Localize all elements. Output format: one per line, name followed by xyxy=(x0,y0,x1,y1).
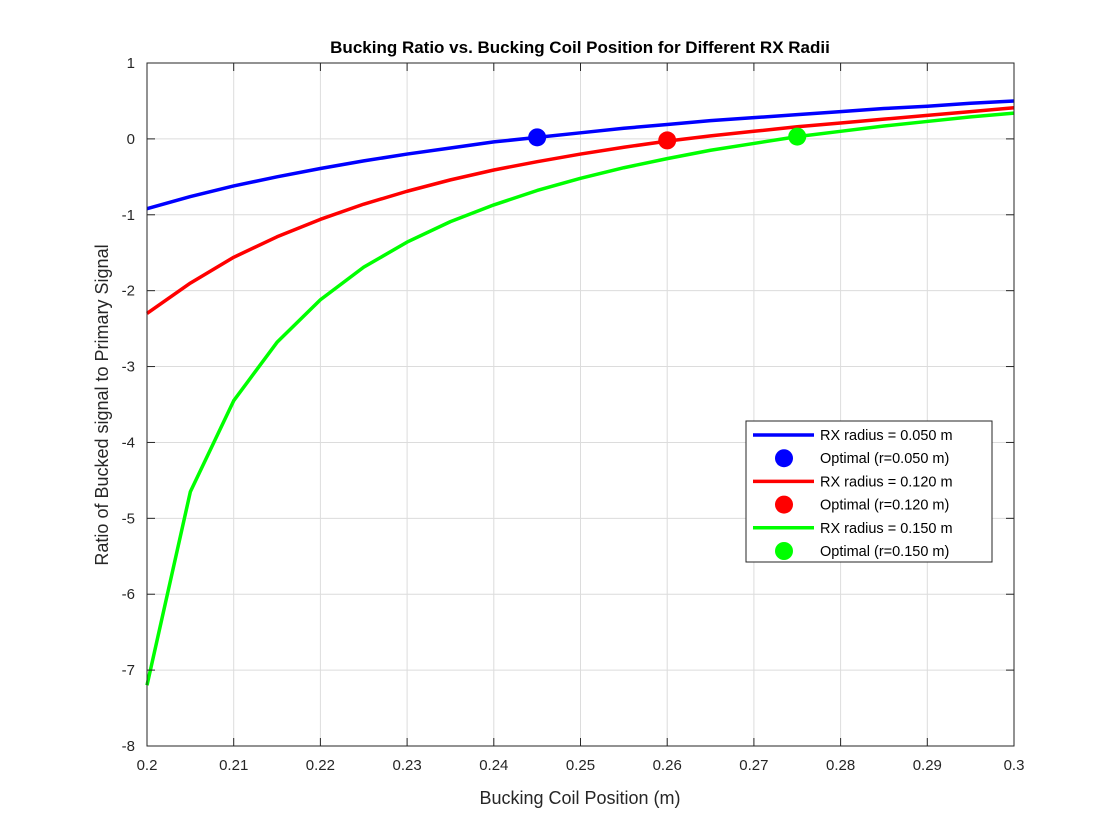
y-tick-label: 1 xyxy=(127,55,135,72)
optimal-point xyxy=(528,128,547,147)
y-tick-label: -4 xyxy=(122,434,135,451)
x-tick-label: 0.29 xyxy=(913,757,942,774)
y-tick-label: -1 xyxy=(122,207,135,224)
x-tick-label: 0.3 xyxy=(1004,757,1025,774)
legend-marker-swatch xyxy=(775,449,793,468)
y-tick-label: 0 xyxy=(127,131,135,148)
chart-title: Bucking Ratio vs. Bucking Coil Position … xyxy=(330,38,830,57)
tick-labels: 0.2 0.21 0.22 0.23 0.24 0.25 0.26 0.27 0.28 0.29 0… xyxy=(122,55,1025,774)
x-axis-label: Bucking Coil Position (m) xyxy=(479,788,680,808)
x-tick-label: 0.24 xyxy=(479,757,508,774)
legend-marker-swatch xyxy=(775,542,793,560)
series-line xyxy=(145,111,1015,686)
legend-series-label: RX radius = 0.150 m xyxy=(820,521,953,537)
legend-series-label: RX radius = 0.120 m xyxy=(820,474,953,490)
y-tick-label: -3 xyxy=(122,359,135,376)
x-tick-label: 0.21 xyxy=(219,757,248,774)
x-tick-label: 0.27 xyxy=(739,757,768,774)
x-tick-label: 0.22 xyxy=(306,757,335,774)
ticks xyxy=(146,62,1015,747)
legend-optimal-label: Optimal (r=0.150 m) xyxy=(820,544,949,560)
y-tick-label: -2 xyxy=(122,283,135,300)
legend-marker-swatch xyxy=(775,495,793,514)
legend-box xyxy=(745,420,993,563)
y-tick-label: -6 xyxy=(122,586,135,603)
legend-items: RX radius = 0.050 m Optimal (r=0.050 m) RX… xyxy=(753,428,953,560)
legend: RX radius = 0.050 m Optimal (r=0.050 m) RX… xyxy=(745,420,993,563)
y-axis-label: Ratio of Bucked signal to Primary Signal xyxy=(92,244,112,565)
x-tick-label: 0.25 xyxy=(566,757,595,774)
legend-series-label: RX radius = 0.050 m xyxy=(820,428,953,444)
x-tick-label: 0.26 xyxy=(653,757,682,774)
series-line xyxy=(145,106,1015,315)
optimal-point xyxy=(658,131,677,150)
legend-optimal-label: Optimal (r=0.050 m) xyxy=(820,451,949,467)
legend-optimal-label: Optimal (r=0.120 m) xyxy=(820,498,949,514)
y-tick-label: -5 xyxy=(122,510,135,527)
y-tick-label: -7 xyxy=(122,662,135,679)
series-layer xyxy=(145,99,1015,686)
optimal-point xyxy=(788,127,807,146)
x-tick-label: 0.2 xyxy=(137,757,158,774)
x-tick-label: 0.28 xyxy=(826,757,855,774)
x-tick-label: 0.23 xyxy=(392,757,421,774)
series-line xyxy=(146,99,1015,211)
y-tick-label: -8 xyxy=(122,738,135,755)
